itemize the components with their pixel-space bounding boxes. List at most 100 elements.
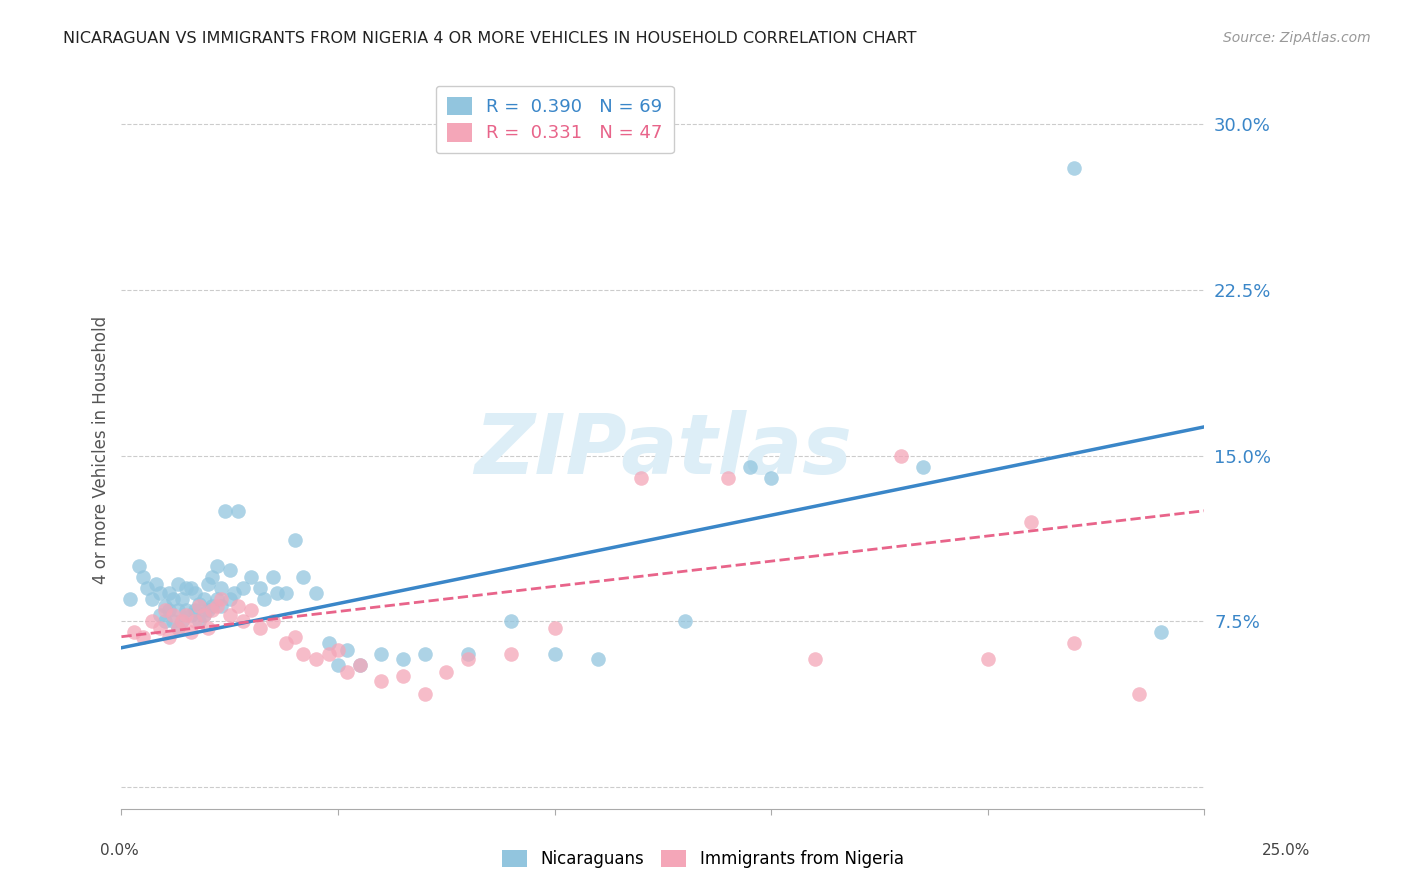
Point — [141, 614, 163, 628]
Point — [228, 599, 250, 613]
Point — [180, 581, 202, 595]
Text: NICARAGUAN VS IMMIGRANTS FROM NIGERIA 4 OR MORE VEHICLES IN HOUSEHOLD CORRELATIO: NICARAGUAN VS IMMIGRANTS FROM NIGERIA 4 … — [63, 31, 917, 46]
Point — [193, 592, 215, 607]
Point — [392, 652, 415, 666]
Point — [1019, 515, 1042, 529]
Point — [184, 603, 207, 617]
Point — [292, 648, 315, 662]
Point — [149, 607, 172, 622]
Point — [292, 570, 315, 584]
Point — [120, 592, 142, 607]
Point — [761, 470, 783, 484]
Point — [166, 603, 188, 617]
Point — [392, 669, 415, 683]
Point — [803, 652, 825, 666]
Point — [349, 658, 371, 673]
Point — [193, 607, 215, 622]
Point — [249, 581, 271, 595]
Point — [205, 599, 228, 613]
Point — [326, 643, 349, 657]
Point — [180, 607, 202, 622]
Point — [172, 614, 194, 628]
Point — [201, 599, 224, 613]
Point — [336, 643, 359, 657]
Point — [630, 470, 652, 484]
Point — [124, 625, 146, 640]
Point — [1063, 161, 1085, 176]
Point — [249, 621, 271, 635]
Point — [145, 576, 167, 591]
Point — [501, 648, 523, 662]
Point — [166, 621, 188, 635]
Point — [184, 585, 207, 599]
Point — [326, 658, 349, 673]
Point — [153, 614, 176, 628]
Point — [132, 630, 155, 644]
Point — [166, 621, 188, 635]
Point — [232, 581, 254, 595]
Point — [162, 607, 184, 622]
Legend: R =  0.390   N = 69, R =  0.331   N = 47: R = 0.390 N = 69, R = 0.331 N = 47 — [436, 86, 673, 153]
Text: ZIPatlas: ZIPatlas — [474, 409, 852, 491]
Point — [176, 607, 198, 622]
Point — [543, 621, 565, 635]
Point — [240, 603, 263, 617]
Point — [153, 599, 176, 613]
Point — [318, 648, 340, 662]
Point — [240, 570, 263, 584]
Point — [370, 673, 392, 688]
Point — [218, 607, 240, 622]
Point — [162, 592, 184, 607]
Point — [172, 592, 194, 607]
Point — [209, 592, 232, 607]
Point — [305, 652, 328, 666]
Point — [128, 559, 150, 574]
Point — [284, 533, 307, 547]
Point — [218, 592, 240, 607]
Y-axis label: 4 or more Vehicles in Household: 4 or more Vehicles in Household — [93, 316, 110, 584]
Point — [218, 563, 240, 577]
Point — [457, 648, 479, 662]
Point — [977, 652, 1000, 666]
Point — [176, 603, 198, 617]
Point — [232, 614, 254, 628]
Point — [274, 585, 297, 599]
Point — [586, 652, 609, 666]
Point — [209, 581, 232, 595]
Point — [738, 459, 761, 474]
Point — [370, 648, 392, 662]
Point — [166, 576, 188, 591]
Point — [157, 585, 180, 599]
Point — [197, 576, 219, 591]
Point — [172, 614, 194, 628]
Legend: Nicaraguans, Immigrants from Nigeria: Nicaraguans, Immigrants from Nigeria — [496, 843, 910, 875]
Text: 25.0%: 25.0% — [1263, 843, 1310, 858]
Point — [305, 585, 328, 599]
Point — [228, 504, 250, 518]
Point — [890, 449, 912, 463]
Point — [262, 570, 284, 584]
Point — [157, 630, 180, 644]
Point — [180, 625, 202, 640]
Point — [457, 652, 479, 666]
Point — [184, 614, 207, 628]
Point — [911, 459, 934, 474]
Point — [201, 603, 224, 617]
Point — [274, 636, 297, 650]
Point — [209, 599, 232, 613]
Point — [543, 648, 565, 662]
Point — [1150, 625, 1173, 640]
Point — [188, 614, 211, 628]
Point — [176, 581, 198, 595]
Point — [349, 658, 371, 673]
Point — [141, 592, 163, 607]
Point — [266, 585, 288, 599]
Point — [222, 585, 245, 599]
Point — [162, 614, 184, 628]
Point — [205, 592, 228, 607]
Point — [336, 665, 359, 679]
Point — [434, 665, 457, 679]
Point — [284, 630, 307, 644]
Point — [201, 570, 224, 584]
Point — [132, 570, 155, 584]
